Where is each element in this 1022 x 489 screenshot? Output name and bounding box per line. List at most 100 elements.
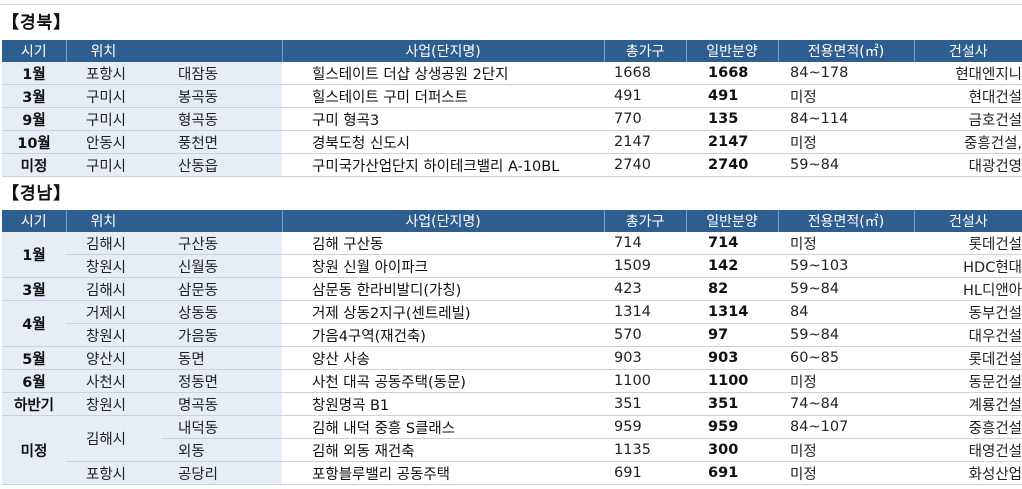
period-cell: 하반기 [2, 392, 66, 416]
header-area: 전용면적(㎡) [778, 40, 915, 62]
total-cell: 691 [604, 461, 687, 485]
general-sale-cell: 300 [686, 438, 779, 462]
builder-cell: 대광건영 [914, 153, 1022, 177]
general-sale-cell: 959 [686, 415, 779, 439]
period-cell: 미정 [2, 415, 66, 485]
dong-cell: 공당리 [162, 461, 283, 485]
dong-cell: 신월동 [162, 254, 283, 278]
area-cell: 59~84 [778, 277, 915, 301]
top-divider [0, 4, 1022, 5]
total-cell: 1314 [604, 300, 687, 324]
general-sale-cell: 142 [686, 254, 779, 278]
dong-cell: 풍천면 [162, 130, 283, 154]
dong-cell: 산동읍 [162, 153, 283, 177]
builder-cell: 화성산업 [914, 461, 1022, 485]
builder-cell: 중흥건설, [914, 130, 1022, 154]
total-cell: 1668 [604, 62, 687, 85]
period-cell: 1월 [2, 232, 66, 278]
city-cell: 김해시 [66, 415, 162, 462]
period-cell: 5월 [2, 346, 66, 370]
project-cell: 구미 형곡3 [282, 107, 605, 131]
area-cell: 59~84 [778, 153, 915, 177]
project-cell: 경북도청 신도시 [282, 130, 605, 154]
header-total-units: 총가구 [604, 40, 687, 62]
area-cell: 84~107 [778, 415, 915, 439]
general-sale-cell: 691 [686, 461, 779, 485]
period-cell: 미정 [2, 153, 66, 177]
header-period: 시기 [2, 40, 67, 62]
total-cell: 2147 [604, 130, 687, 154]
project-cell: 창원 신월 아이파크 [282, 254, 605, 278]
section-title-gyeongnam: 【경남】 [2, 184, 72, 204]
city-cell: 사천시 [66, 369, 162, 393]
table-row: 미정 구미시 산동읍 구미국가산업단지 하이테크밸리 A-10BL 2740 2… [2, 153, 1022, 177]
city-cell: 포항시 [66, 62, 162, 85]
builder-cell: 금호건설 [914, 107, 1022, 131]
dong-cell: 봉곡동 [162, 84, 283, 108]
city-cell: 포항시 [66, 461, 162, 485]
project-cell: 창원명곡 B1 [282, 392, 605, 416]
period-cell: 3월 [2, 277, 66, 301]
table-row: 외동 김해 외동 재건축 1135 300 미정 태영건설 [2, 438, 1022, 462]
project-cell: 사천 대곡 공동주택(동문) [282, 369, 605, 393]
table-header-row: 시기 위치 사업(단지명) 총가구 일반분양 전용면적(㎡) 건설사 [2, 210, 1022, 232]
table-row: 포항시 공당리 포항블루밸리 공동주택 691 691 미정 화성산업 [2, 461, 1022, 485]
project-cell: 김해 외동 재건축 [282, 438, 605, 462]
builder-cell: HL디앤아 [914, 277, 1022, 301]
period-cell: 1월 [2, 62, 66, 85]
dong-cell: 삼문동 [162, 277, 283, 301]
builder-cell: 롯데건설 [914, 232, 1022, 255]
period-cell: 10월 [2, 130, 66, 154]
general-sale-cell: 491 [686, 84, 779, 108]
table-row: 창원시 신월동 창원 신월 아이파크 1509 142 59~103 HDC현대 [2, 254, 1022, 278]
table-row: 6월 사천시 정동면 사천 대곡 공동주택(동문) 1100 1100 미정 동… [2, 369, 1022, 393]
table-gyeongbuk: 시기 위치 사업(단지명) 총가구 일반분양 전용면적(㎡) 건설사 1월 포항… [2, 40, 1022, 177]
city-cell: 거제시 [66, 300, 162, 324]
total-cell: 770 [604, 107, 687, 131]
city-cell: 안동시 [66, 130, 162, 154]
dong-cell: 외동 [162, 438, 283, 462]
city-cell: 구미시 [66, 84, 162, 108]
total-cell: 1135 [604, 438, 687, 462]
area-cell: 미정 [778, 438, 915, 462]
table-row: 3월 구미시 봉곡동 힐스테이트 구미 더퍼스트 491 491 미정 현대건설 [2, 84, 1022, 108]
project-cell: 가음4구역(재건축) [282, 323, 605, 347]
project-cell: 삼문동 한라비발디(가칭) [282, 277, 605, 301]
header-location: 위치 [66, 210, 283, 232]
area-cell: 74~84 [778, 392, 915, 416]
section-title-gyeongbuk: 【경북】 [2, 13, 72, 33]
builder-cell: 롯데건설 [914, 346, 1022, 370]
project-cell: 김해 구산동 [282, 232, 605, 255]
dong-cell: 가음동 [162, 323, 283, 347]
total-cell: 903 [604, 346, 687, 370]
builder-cell: 중흥건설 [914, 415, 1022, 439]
dong-cell: 정동면 [162, 369, 283, 393]
builder-cell: 현대건설 [914, 84, 1022, 108]
table-row: 미정 김해시 내덕동 김해 내덕 중흥 S클래스 959 959 84~107 … [2, 415, 1022, 485]
table-header-row: 시기 위치 사업(단지명) 총가구 일반분양 전용면적(㎡) 건설사 [2, 40, 1022, 62]
general-sale-cell: 714 [686, 232, 779, 255]
general-sale-cell: 903 [686, 346, 779, 370]
table-row: 1월 김해시 구산동 김해 구산동 714 714 미정 롯데건설 [2, 232, 1022, 278]
header-builder: 건설사 [914, 210, 1022, 232]
table-gyeongnam: 시기 위치 사업(단지명) 총가구 일반분양 전용면적(㎡) 건설사 1월 김해… [2, 210, 1022, 485]
city-cell: 김해시 [66, 277, 162, 301]
table-row: 창원시 가음동 가음4구역(재건축) 570 97 59~84 대우건설 [2, 323, 1022, 347]
project-cell: 힐스테이트 구미 더퍼스트 [282, 84, 605, 108]
area-cell: 84~178 [778, 62, 915, 85]
city-cell: 양산시 [66, 346, 162, 370]
total-cell: 2740 [604, 153, 687, 177]
dong-cell: 동면 [162, 346, 283, 370]
general-sale-cell: 97 [686, 323, 779, 347]
general-sale-cell: 135 [686, 107, 779, 131]
dong-cell: 내덕동 [162, 415, 283, 439]
area-cell: 미정 [778, 461, 915, 485]
total-cell: 1509 [604, 254, 687, 278]
project-cell: 김해 내덕 중흥 S클래스 [282, 415, 605, 439]
city-cell: 창원시 [66, 392, 162, 416]
builder-cell: HDC현대 [914, 254, 1022, 278]
builder-cell: 동문건설 [914, 369, 1022, 393]
total-cell: 351 [604, 392, 687, 416]
total-cell: 423 [604, 277, 687, 301]
project-cell: 힐스테이트 더샵 상생공원 2단지 [282, 62, 605, 85]
